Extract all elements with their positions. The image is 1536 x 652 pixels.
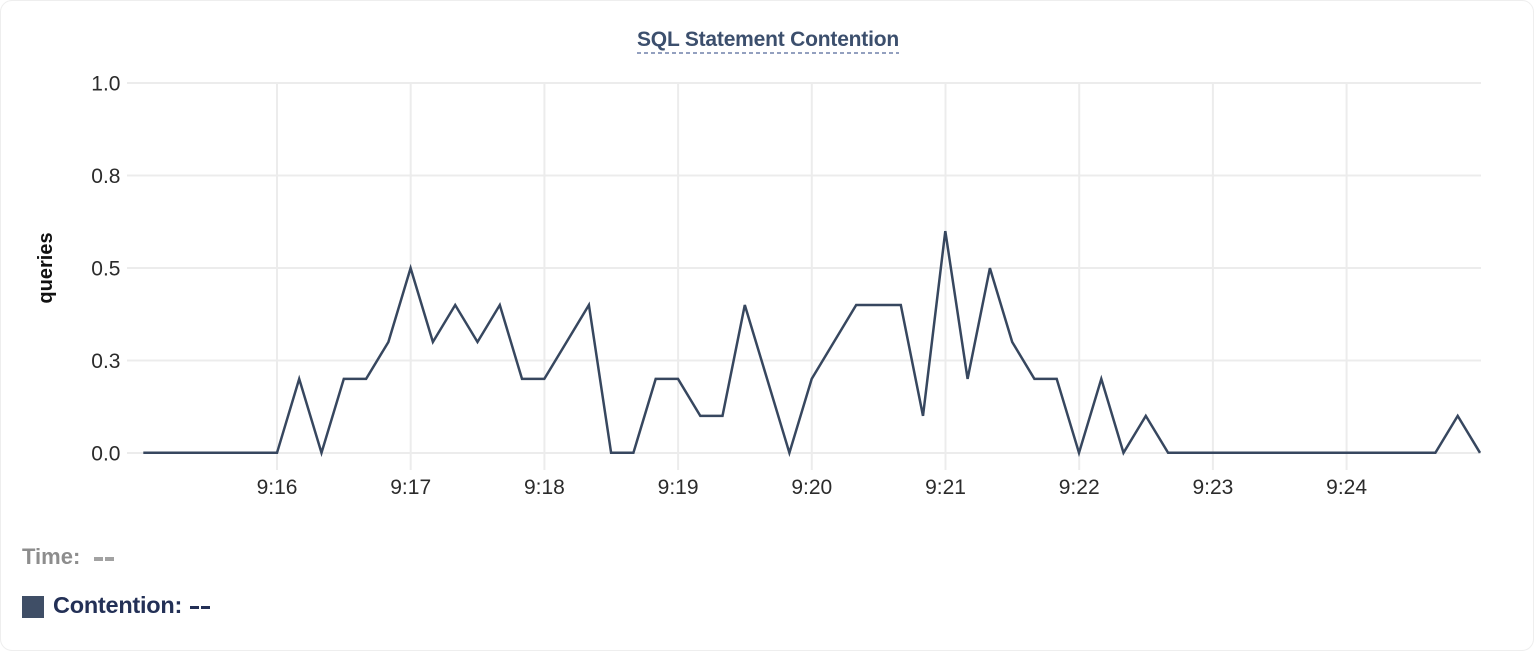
svg-text:queries: queries — [35, 232, 57, 303]
svg-text:0.8: 0.8 — [91, 165, 120, 188]
svg-text:9:20: 9:20 — [791, 476, 832, 499]
svg-text:9:21: 9:21 — [925, 476, 966, 499]
svg-text:9:17: 9:17 — [390, 476, 431, 499]
svg-text:0.3: 0.3 — [91, 350, 120, 373]
svg-text:0.5: 0.5 — [91, 258, 120, 281]
svg-text:9:23: 9:23 — [1192, 476, 1233, 499]
svg-text:1.0: 1.0 — [91, 73, 120, 96]
svg-text:9:16: 9:16 — [257, 476, 298, 499]
svg-text:9:22: 9:22 — [1059, 476, 1100, 499]
svg-text:9:18: 9:18 — [524, 476, 565, 499]
svg-text:0.0: 0.0 — [91, 443, 120, 466]
svg-text:9:19: 9:19 — [658, 476, 699, 499]
svg-text:9:24: 9:24 — [1326, 476, 1367, 499]
